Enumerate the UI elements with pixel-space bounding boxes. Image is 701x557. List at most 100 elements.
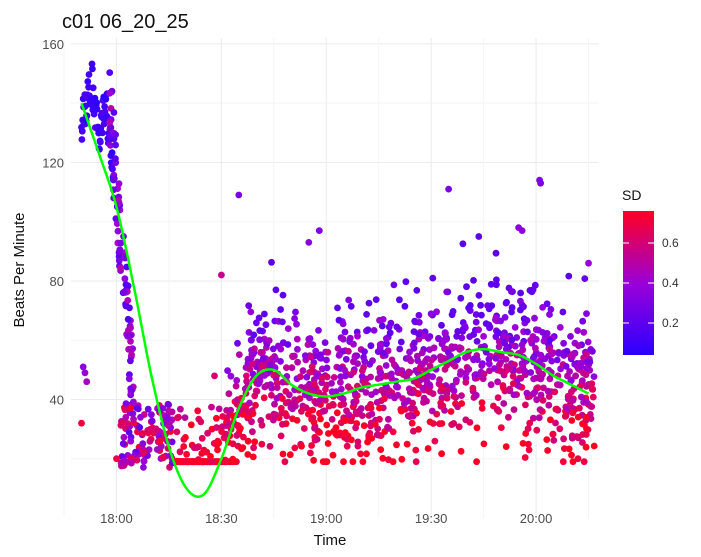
data-point: [248, 350, 256, 358]
data-point: [311, 380, 318, 388]
data-point: [386, 329, 394, 337]
data-point: [120, 433, 128, 441]
data-point: [545, 401, 553, 409]
data-point: [296, 395, 304, 403]
data-point: [245, 302, 253, 310]
data-point: [509, 380, 517, 387]
data-point: [473, 424, 481, 432]
data-point: [261, 310, 268, 318]
data-point: [268, 391, 275, 399]
data-point: [110, 175, 118, 183]
data-point: [279, 420, 286, 428]
data-points: [78, 60, 598, 471]
data-point: [340, 458, 347, 466]
data-point: [247, 308, 255, 316]
data-point: [323, 381, 331, 389]
data-point: [574, 455, 582, 463]
data-point: [590, 442, 598, 450]
data-point: [480, 333, 487, 340]
data-point: [309, 406, 317, 414]
data-point: [260, 394, 268, 402]
data-point: [589, 393, 597, 401]
data-point: [330, 374, 338, 381]
data-point: [291, 444, 299, 452]
data-point: [536, 370, 544, 377]
data-point: [133, 456, 141, 464]
data-point: [315, 227, 323, 235]
data-point: [286, 451, 294, 459]
data-point: [390, 281, 398, 289]
data-point: [342, 372, 349, 380]
data-point: [533, 426, 541, 434]
data-point: [500, 400, 508, 407]
data-point: [462, 354, 469, 361]
data-point: [427, 310, 435, 318]
data-point: [426, 362, 434, 370]
data-point: [361, 348, 368, 355]
data-point: [562, 363, 570, 370]
data-point: [477, 301, 484, 309]
data-point: [532, 335, 540, 343]
data-point: [341, 366, 348, 374]
data-point: [480, 440, 488, 448]
data-point: [323, 364, 331, 372]
data-point: [360, 422, 368, 430]
data-point: [386, 392, 394, 399]
data-point: [213, 424, 220, 431]
data-point: [311, 424, 318, 432]
data-point: [532, 344, 539, 352]
data-point: [548, 357, 556, 365]
data-point: [297, 373, 304, 381]
data-point: [569, 458, 577, 466]
data-point: [339, 320, 347, 328]
data-point: [372, 296, 380, 303]
data-point: [582, 414, 590, 421]
data-point: [307, 449, 314, 457]
data-point: [579, 317, 587, 325]
data-point: [535, 414, 543, 422]
data-point: [125, 375, 133, 383]
data-point: [539, 304, 546, 311]
data-point: [213, 440, 221, 448]
y-tick-label: 40: [50, 392, 64, 407]
data-point: [506, 385, 514, 393]
data-point: [536, 406, 544, 413]
data-point: [517, 306, 524, 314]
data-point: [559, 458, 567, 466]
data-point: [133, 404, 141, 412]
data-point: [492, 249, 500, 257]
data-point: [394, 365, 401, 373]
data-point: [175, 413, 182, 421]
data-point: [303, 373, 311, 381]
data-point: [317, 354, 325, 362]
data-point: [450, 393, 458, 400]
data-point: [101, 103, 108, 110]
data-point: [496, 361, 503, 369]
data-point: [553, 356, 561, 364]
data-point: [574, 327, 581, 334]
data-point: [279, 395, 286, 402]
data-point: [400, 400, 408, 408]
data-point: [78, 136, 86, 143]
data-point: [367, 373, 374, 381]
data-point: [409, 389, 416, 397]
data-point: [436, 376, 443, 383]
data-point: [377, 446, 385, 453]
data-point: [227, 406, 235, 414]
data-point: [208, 458, 216, 466]
data-point: [486, 323, 494, 331]
data-point: [248, 360, 256, 368]
data-point: [508, 288, 515, 295]
data-point: [458, 392, 465, 399]
data-point: [451, 362, 459, 370]
data-point: [389, 428, 397, 436]
data-point: [415, 311, 423, 319]
data-point: [116, 246, 124, 254]
data-point: [505, 413, 512, 421]
data-point: [428, 356, 435, 364]
data-point: [359, 458, 367, 466]
data-point: [304, 341, 312, 348]
data-point: [583, 310, 590, 317]
data-point: [472, 311, 480, 318]
data-point: [568, 434, 576, 442]
